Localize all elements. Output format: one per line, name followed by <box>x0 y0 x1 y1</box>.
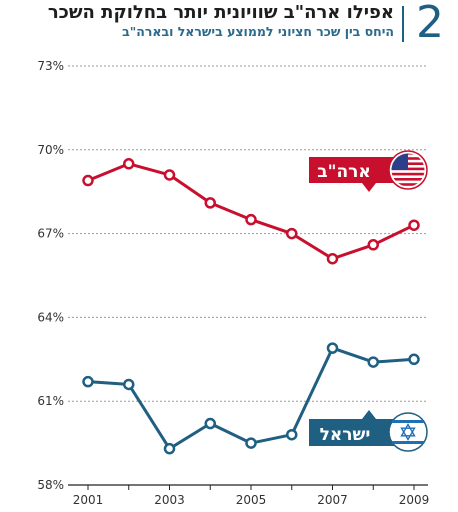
israel-flag-icon <box>388 412 428 452</box>
data-point <box>408 353 420 366</box>
us-label: ארה"ב <box>309 150 428 192</box>
y-tick-label: 70% <box>37 143 64 157</box>
data-point <box>204 197 216 209</box>
y-tick-label: 67% <box>37 227 64 241</box>
data-point <box>82 375 94 388</box>
y-tick-label: 58% <box>37 478 64 492</box>
chart-subtitle: היחס בין שכר חציוני לממוצע בישראל ובארה"… <box>122 24 394 39</box>
data-point <box>286 428 298 441</box>
us-flag-icon <box>388 150 428 190</box>
data-point <box>204 417 216 430</box>
data-point <box>286 227 298 240</box>
chart-number: 2 <box>416 0 444 48</box>
data-point <box>245 437 257 449</box>
chart-title: אפילו ארה"ב שוויונית יותר בחלוקת השכר <box>47 2 394 23</box>
x-tick-label: 2007 <box>317 493 348 507</box>
data-point <box>326 342 339 354</box>
israel-series-label: ישראל <box>320 425 371 445</box>
header-divider <box>402 6 404 42</box>
us-series-label: ארה"ב <box>317 162 371 182</box>
chart-header: 2 אפילו ארה"ב שוויונית יותר בחלוקת השכר … <box>0 0 458 50</box>
series-points <box>82 158 420 455</box>
y-tick-label: 61% <box>37 394 64 408</box>
y-tick-label: 73% <box>37 59 64 73</box>
grid-lines <box>68 65 428 402</box>
data-point <box>82 174 94 187</box>
data-point <box>163 442 176 455</box>
data-point <box>163 169 176 181</box>
x-tick-label: 2005 <box>236 493 267 507</box>
data-point <box>245 213 257 226</box>
x-tick-label: 2009 <box>399 493 430 507</box>
x-axis: 2001 2003 2005 2007 2009 <box>68 484 430 507</box>
data-point <box>408 219 420 231</box>
data-point <box>123 378 135 391</box>
y-axis-ticks: 58% 61% 64% 67% 70% 73% <box>37 59 64 492</box>
data-point <box>367 239 379 251</box>
series-lines <box>87 162 415 451</box>
data-point <box>123 158 135 170</box>
data-point <box>326 252 339 265</box>
israel-label: ישראל <box>309 410 428 452</box>
x-tick-label: 2003 <box>154 493 185 507</box>
data-point <box>367 356 379 368</box>
y-tick-label: 64% <box>37 310 64 324</box>
x-tick-label: 2001 <box>73 493 104 507</box>
